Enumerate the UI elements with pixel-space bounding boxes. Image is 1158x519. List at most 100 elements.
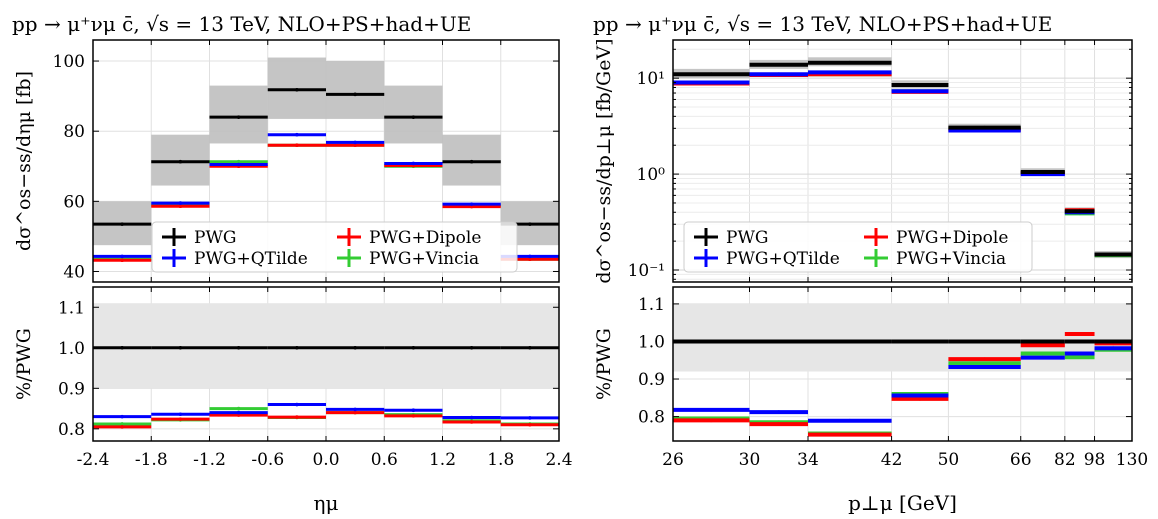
ratio-y-tick-label: 0.9 [638, 370, 665, 390]
x-tick-label: -0.6 [251, 450, 284, 470]
series-point [236, 159, 241, 164]
ratio-series-pwg-dipole [93, 410, 559, 429]
chart-panel-1: pp → μ⁺νμ c̄, √s = 13 TeV, NLO+PS+had+UE… [12, 12, 573, 515]
x-tick-label: 130 [1116, 450, 1148, 470]
ratio-y-tick-label: 0.9 [58, 379, 85, 399]
ratio-point [709, 418, 714, 423]
ratio-point [1040, 351, 1045, 356]
ratio-point [469, 415, 474, 420]
ratio-y-tick-label: 1.0 [638, 332, 665, 352]
y-tick-label: 10⁰ [637, 165, 666, 185]
x-tick-label: 50 [938, 450, 960, 470]
ratio-band-bin [1064, 303, 1096, 372]
chart-title: pp → μ⁺νμ c̄, √s = 13 TeV, NLO+PS+had+UE [12, 12, 471, 36]
x-tick-label: 26 [662, 450, 684, 470]
legend-box [151, 221, 518, 273]
ratio-point [1040, 355, 1045, 360]
x-tick-label: 0.6 [371, 450, 398, 470]
series-point [847, 60, 852, 65]
ratio-point [1077, 355, 1082, 360]
legend-label: PWG+Dipole [369, 228, 481, 248]
x-tick-label: 82 [1054, 450, 1076, 470]
ratio-band-bin [808, 303, 893, 372]
x-axis-label: ημ [314, 491, 339, 515]
series-point [776, 72, 781, 77]
series-point [236, 162, 241, 167]
series-point [982, 125, 987, 130]
legend-entry: PWG+Dipole [864, 228, 1008, 248]
x-tick-label: 30 [739, 450, 761, 470]
series-point [295, 88, 299, 92]
ratio-point [1040, 343, 1045, 348]
ratio-band-bin [93, 303, 152, 389]
series-point [353, 92, 357, 97]
x-tick-label: 42 [881, 450, 903, 470]
ratio-band-bin [1020, 303, 1066, 372]
ratio-band-bin [749, 303, 809, 372]
ratio-point [469, 345, 474, 350]
ratio-point [295, 402, 299, 407]
ratio-point [1111, 346, 1116, 351]
ratio-y-axis-label: %/PWG [593, 328, 615, 400]
ratio-y-tick-label: 0.8 [58, 420, 85, 440]
uncertainty-band-bin [209, 85, 268, 144]
ratio-point [918, 397, 922, 401]
ratio-point [982, 365, 987, 369]
ratio-point [776, 339, 781, 344]
legend-box [683, 221, 1033, 273]
chart-title: pp → μ⁺νμ c̄, √s = 13 TeV, NLO+PS+had+UE [593, 12, 1052, 36]
y-tick-label: 80 [63, 122, 85, 142]
ratio-point [1077, 351, 1082, 356]
x-tick-label: -1.2 [193, 450, 226, 470]
series-point [411, 161, 416, 166]
ratio-point [918, 339, 922, 344]
chart-panel-2: pp → μ⁺νμ c̄, √s = 13 TeV, NLO+PS+had+UE… [593, 12, 1148, 515]
series-point [295, 143, 299, 148]
ratio-band-bin [384, 303, 443, 389]
series-point [1040, 170, 1045, 174]
ratio-point [709, 339, 714, 344]
ratio-point [120, 422, 124, 426]
ratio-series-pwg-qtilde [673, 346, 1132, 423]
series-point [776, 62, 781, 67]
series-point [528, 254, 532, 259]
ratio-point [528, 422, 532, 427]
legend-label: PWG+QTilde [194, 249, 308, 269]
ratio-point [918, 393, 922, 398]
y-axis-label: dσ^os−ss/dημ [fb] [13, 71, 35, 251]
series-point [709, 80, 714, 85]
x-tick-label: 34 [797, 450, 819, 470]
ratio-point [178, 417, 183, 421]
ratio-point [982, 339, 987, 344]
legend-label: PWG [194, 228, 237, 248]
ratio-point [353, 407, 357, 412]
ratio-series-pwg [93, 345, 559, 350]
x-tick-label: -2.4 [77, 450, 110, 470]
ratio-point [982, 357, 987, 361]
ratio-y-tick-label: 1.1 [58, 298, 85, 318]
y-tick-label: 100 [53, 52, 85, 72]
ratio-point [776, 422, 781, 426]
ratio-band-bin [673, 303, 750, 372]
ratio-point [411, 408, 416, 413]
series-point [295, 132, 299, 137]
ratio-y-tick-label: 1.1 [638, 295, 665, 315]
series-point [178, 201, 183, 205]
ratio-point [295, 415, 299, 419]
ratio-point [1077, 339, 1082, 344]
series-point [918, 83, 922, 87]
series-point [178, 159, 183, 164]
y-tick-label: 40 [63, 262, 85, 282]
series-point [847, 70, 852, 75]
y-tick-label: 10¹ [637, 69, 665, 89]
ratio-point [528, 345, 532, 350]
ratio-point [411, 414, 416, 418]
legend-entry: PWG+Vincia [864, 249, 1006, 269]
ratio-point [982, 361, 987, 366]
series-point [178, 204, 183, 209]
series-point [236, 115, 241, 119]
ratio-point [178, 412, 183, 417]
